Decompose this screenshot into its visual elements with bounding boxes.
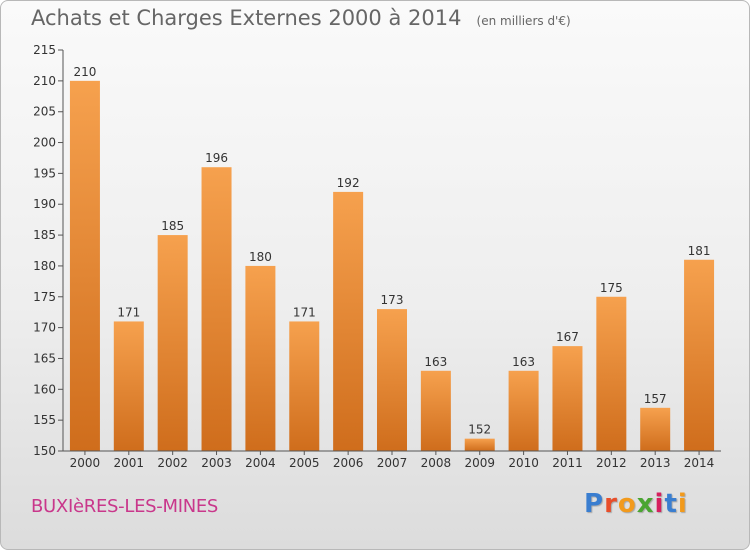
x-tick-label: 2012 [596,456,627,470]
x-tick-label: 2002 [157,456,188,470]
bar-value-label: 157 [644,392,667,406]
bar-value-label: 152 [468,423,491,437]
bar-value-label: 185 [161,219,184,233]
logo-letter: i [677,489,688,519]
x-tick-label: 2011 [552,456,583,470]
bar-value-label: 167 [556,330,579,344]
bar-2001 [113,321,144,451]
bar-2011 [552,346,583,451]
y-tick-label: 175 [33,290,56,304]
x-tick-label: 2005 [289,456,320,470]
y-tick-label: 195 [33,166,56,180]
logo-letter: i [654,489,665,519]
chart-unit-note: (en milliers d'€) [476,14,571,28]
place-name: BUXIèRES-LES-MINES [31,496,219,517]
bar-value-label: 175 [600,281,623,295]
bar-value-label: 181 [688,244,711,258]
x-tick-label: 2001 [114,456,145,470]
y-tick-label: 165 [33,351,56,365]
bar-value-label: 192 [337,176,360,190]
bar-value-label: 171 [117,305,140,319]
y-tick-label: 215 [33,43,56,57]
bar-value-label: 163 [424,355,447,369]
x-tick-label: 2000 [70,456,101,470]
y-tick-label: 150 [33,444,56,458]
chart-title: Achats et Charges Externes 2000 à 2014 [31,6,462,30]
x-tick-label: 2010 [508,456,539,470]
logo-letter: o [617,489,637,519]
x-tick-label: 2008 [421,456,452,470]
bar-value-label: 210 [73,65,96,79]
bar-2004 [245,265,276,451]
bar-value-label: 171 [293,305,316,319]
x-tick-label: 2003 [201,456,232,470]
bar-2005 [289,321,320,451]
x-tick-label: 2009 [464,456,495,470]
bar-2000 [69,80,100,451]
bar-2006 [333,191,364,451]
logo-letter: P [584,489,605,519]
y-tick-label: 210 [33,74,56,88]
logo-letter: t [664,489,678,519]
bar-2002 [157,235,188,451]
bar-2008 [420,370,451,451]
proxiti-logo: Proxiti [584,489,688,519]
y-tick-label: 180 [33,259,56,273]
bars: 210 171 185 196 180 171 192 173 163 152 163 167 175 1… [69,65,715,451]
y-tick-label: 205 [33,105,56,119]
logo-letter: x [636,489,655,519]
y-axis: 150 155 160 165 170 175 180 185 190 195 200 205 210 2… [33,43,64,458]
bar-value-label: 163 [512,355,535,369]
x-tick-label: 2004 [245,456,276,470]
y-tick-label: 170 [33,321,56,335]
bar-value-label: 180 [249,250,272,264]
bar-2010 [508,370,539,451]
y-tick-label: 185 [33,228,56,242]
bar-2007 [377,309,407,451]
y-tick-label: 155 [33,413,56,427]
x-tick-label: 2013 [640,456,671,470]
bar-value-label: 173 [381,293,404,307]
bar-value-label: 196 [205,151,228,165]
y-tick-label: 190 [33,197,56,211]
bar-2009 [464,438,495,451]
bar-2013 [640,407,671,451]
y-tick-label: 200 [33,136,56,150]
x-tick-label: 2014 [684,456,715,470]
bar-2014 [684,259,715,451]
x-tick-label: 2007 [377,456,408,470]
bar-2003 [201,167,232,451]
y-tick-label: 160 [33,382,56,396]
bar-2012 [596,296,627,451]
chart-title-block: Achats et Charges Externes 2000 à 2014 (… [31,6,571,30]
logo-letter: r [604,489,618,519]
x-axis: 2000 2001 2002 2003 2004 2005 2006 2007 2008 2009… [63,450,721,470]
x-tick-label: 2006 [333,456,364,470]
